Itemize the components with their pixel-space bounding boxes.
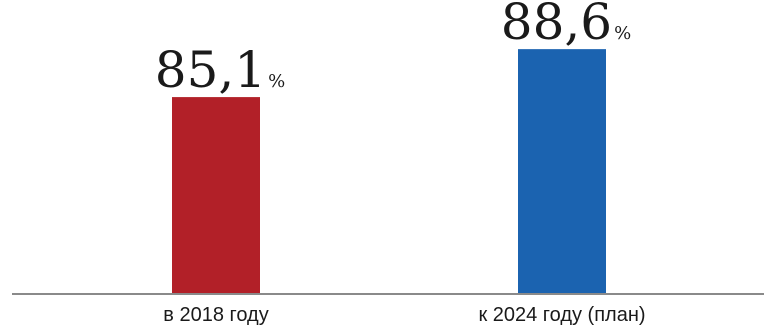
data-label-unit: % [268,71,285,92]
data-label-value: 85,1 [155,41,266,99]
data-label-value: 88,6 [501,0,612,51]
category-label-2: к 2024 году (план) [478,304,645,326]
data-label-1: 85,1% [155,41,285,99]
data-label-2: 88,6% [501,0,631,51]
bar-2 [518,49,606,293]
data-label-unit: % [614,23,631,44]
labels-group: 85,1 % в 2018 году 88,6 % к 2024 году (план) [155,0,646,326]
bars-group [172,49,606,293]
category-label-1: в 2018 году [163,304,268,326]
bar-1 [172,97,260,293]
